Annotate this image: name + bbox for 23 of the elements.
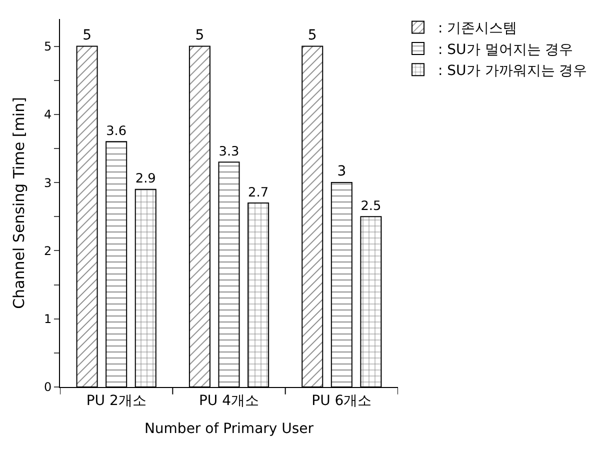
data-label: 3.6	[106, 124, 126, 139]
y-tick-label: 0	[44, 380, 52, 394]
x-axis-title: Number of Primary User	[144, 421, 314, 438]
x-tick-label: PU 4개소	[198, 392, 260, 409]
y-tick-label: 1	[44, 312, 52, 326]
data-label: 5	[308, 27, 317, 44]
text: : 기존시스템	[438, 20, 518, 37]
data-label: 2.7	[248, 185, 269, 200]
y-tick-label: 5	[44, 39, 52, 54]
x-tick-label: PU 2개소	[86, 392, 146, 409]
data-label: 2.5	[360, 198, 382, 214]
data-label: 3	[337, 164, 346, 180]
text: : SU가 멀어지는 경우	[438, 42, 574, 58]
data-label: 2.9	[135, 172, 156, 187]
y-tick-label: 2	[44, 244, 52, 258]
data-label: 3.3	[218, 144, 240, 160]
x-tick-label: PU 6개소	[312, 392, 372, 409]
y-tick-label: 3	[44, 176, 52, 190]
data-label: 5	[82, 27, 92, 44]
data-label: 5	[195, 27, 204, 44]
y-axis-title: Channel Sensing Time [min]	[10, 97, 28, 309]
text: : SU가 가까워지는 경우	[438, 63, 588, 80]
y-tick-label: 4	[44, 108, 52, 122]
